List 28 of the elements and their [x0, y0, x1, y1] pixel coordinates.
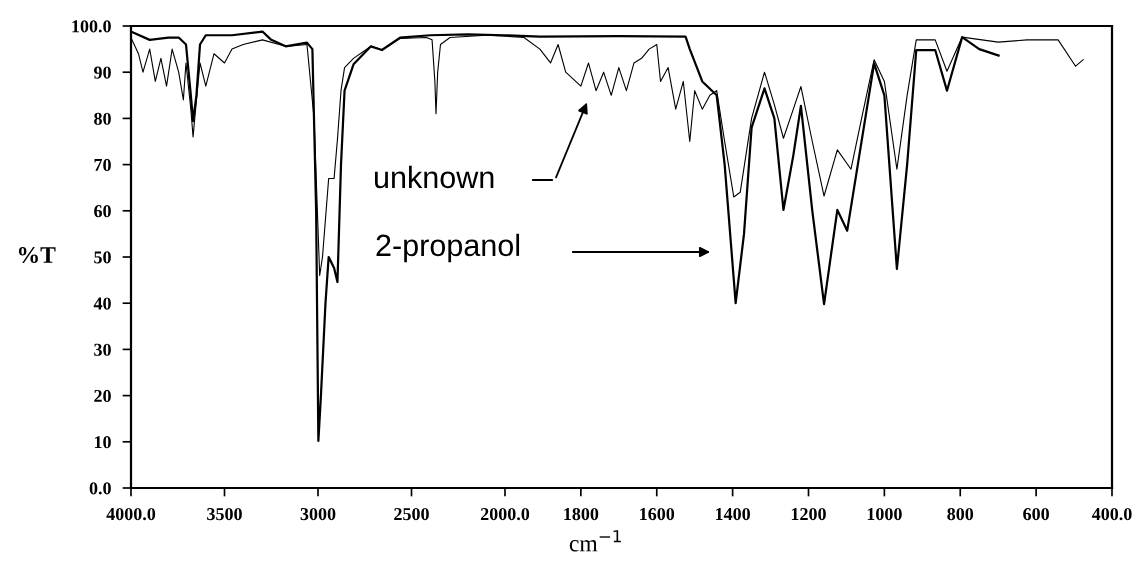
y-tick-label: 30	[94, 343, 111, 356]
x-tick-label: 600	[1023, 507, 1049, 521]
x-axis-title: cm$^{−1}$	[569, 530, 621, 552]
y-tick-label: 40	[93, 297, 111, 310]
x-tick-label: 3500	[207, 507, 242, 521]
y-axis-title: %T	[18, 246, 56, 263]
y-tick-label: 100.0	[72, 20, 111, 33]
y-tick-label: 50	[94, 251, 111, 264]
x-tick-label: 400.0	[1091, 507, 1132, 521]
x-tick-label: 1200	[791, 507, 826, 521]
x-tick-label: 2000.0	[480, 507, 530, 521]
x-tick-label: 800	[947, 507, 974, 521]
annotation: unknown	[374, 165, 494, 189]
y-tick-label: 70	[94, 158, 111, 172]
y-tick-label: 60	[94, 205, 111, 218]
y-tick-label: 0.0	[89, 482, 111, 495]
x-tick-label: 1600	[640, 507, 675, 521]
x-tick-label: 1000	[867, 507, 902, 521]
y-tick-label: 20	[94, 389, 111, 403]
x-tick-label: 4000.0	[106, 507, 156, 521]
x-tick-label: 1800	[564, 507, 599, 521]
y-tick-label: 10	[94, 436, 111, 449]
x-tick-label: 1400	[716, 507, 750, 521]
annotation: 2-propanol	[376, 233, 520, 263]
x-tick-label: 3000	[300, 507, 336, 521]
y-tick-label: 90	[93, 66, 111, 79]
x-tick-label: 2500	[394, 507, 429, 521]
y-tick-label: 80	[94, 112, 111, 125]
